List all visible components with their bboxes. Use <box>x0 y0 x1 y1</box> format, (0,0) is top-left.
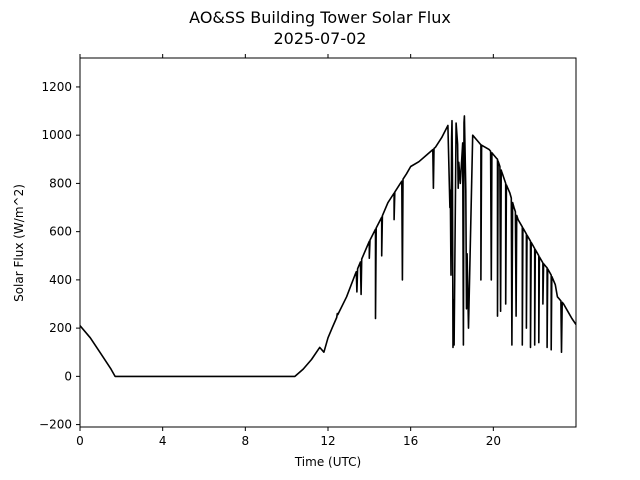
y-tick-label: 200 <box>49 321 72 335</box>
y-tick-label: −200 <box>39 418 72 432</box>
y-tick-label: 400 <box>49 273 72 287</box>
chart-title: AO&SS Building Tower Solar Flux <box>189 8 451 27</box>
x-tick-label: 20 <box>486 434 501 448</box>
x-tick-label: 12 <box>320 434 335 448</box>
series-line <box>80 115 576 378</box>
x-tick-label: 16 <box>403 434 418 448</box>
y-tick-label: 600 <box>49 225 72 239</box>
x-tick-label: 4 <box>159 434 167 448</box>
y-tick-label: 0 <box>64 369 72 383</box>
x-axis-label: Time (UTC) <box>294 455 361 469</box>
y-axis-label: Solar Flux (W/m^2) <box>12 184 26 302</box>
x-tick-label: 8 <box>242 434 250 448</box>
y-tick-label: 1200 <box>41 80 72 94</box>
y-tick-label: 1000 <box>41 128 72 142</box>
y-axis-ticks: −200 0 200 400 600 800 1000 1200 <box>39 80 80 432</box>
x-axis-ticks: 0 4 8 12 16 20 <box>76 54 501 448</box>
y-tick-label: 800 <box>49 176 72 190</box>
chart-subtitle: 2025-07-02 <box>274 29 367 48</box>
x-tick-label: 0 <box>76 434 84 448</box>
